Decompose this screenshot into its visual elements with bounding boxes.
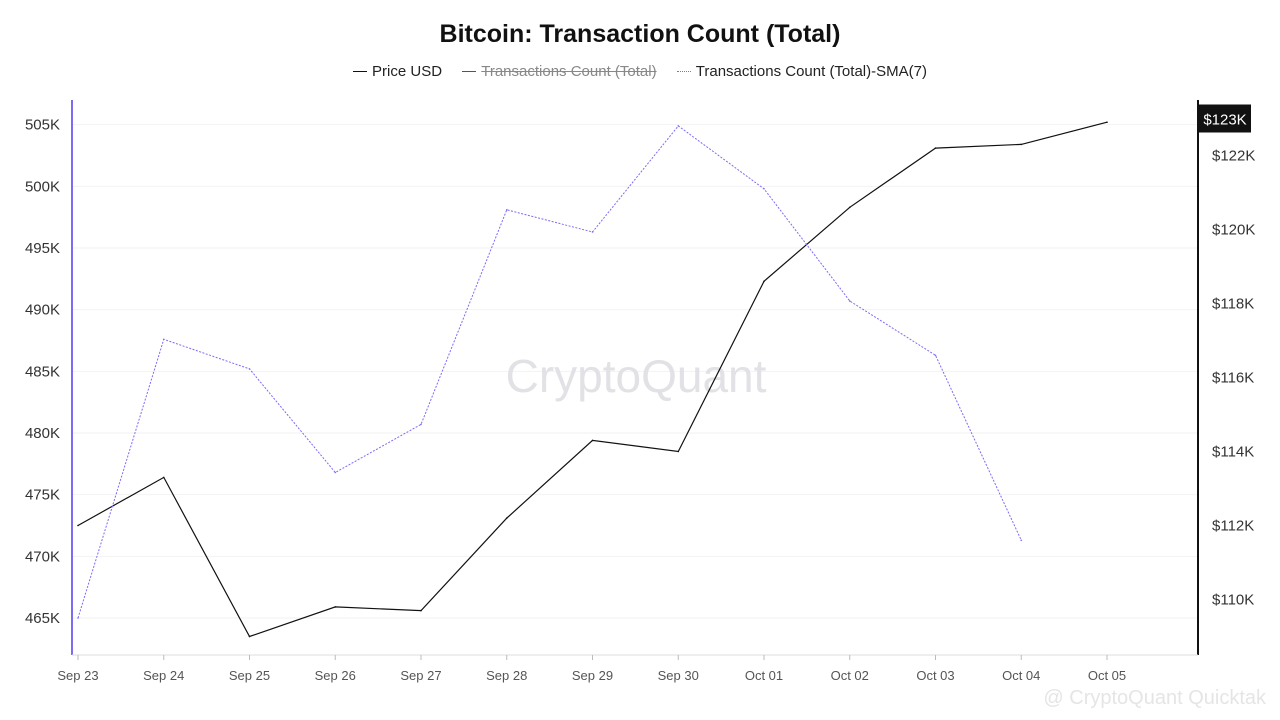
label-layer: 505K 500K 495K 490K 485K 480K 475K 470K 465K $122… [25,104,1255,683]
x-axis-tick-label: Sep 27 [400,668,441,683]
legend-item-price[interactable]: Price USD [353,63,442,80]
legend-label-sma: Transactions Count (Total)-SMA(7) [695,62,927,80]
sma-data-point [591,231,594,233]
sma-data-point [248,368,251,370]
price-data-point [591,439,594,442]
sma-series-line [77,125,1022,619]
price-data-point [1106,121,1108,123]
x-axis-tick-label: Sep 26 [315,668,356,683]
sma-data-point [334,471,337,474]
current-price-label: $123K [1203,112,1246,129]
left-axis-tick-label: 485K [25,363,60,380]
left-axis-tick-label: 465K [25,610,60,627]
footer-watermark: @ CryptoQuant Quicktak [1043,687,1266,709]
left-axis-tick-label: 490K [25,302,60,319]
sma-data-point [162,338,165,341]
x-axis-tick-label: Oct 05 [1088,668,1126,683]
left-axis-tick-label: 470K [25,548,60,565]
legend-label-price: Price USD [372,62,443,80]
price-data-point [77,524,79,527]
left-axis-tick-label: 500K [25,178,60,195]
x-axis-tick-label: Oct 01 [745,668,783,683]
left-axis-tick-label: 505K [25,117,60,134]
left-axis-tick-label: 480K [25,425,60,442]
current-price-badge [1199,104,1251,133]
legend-swatch-sma [676,71,691,73]
x-axis-tick-label: Sep 28 [486,668,527,683]
left-axis-tick-label: 495K [25,240,60,257]
x-axis-tick-label: Sep 24 [143,668,184,683]
sma-data-point [77,617,79,619]
price-data-point [248,635,251,638]
x-axis-tick-label: Sep 23 [57,668,98,683]
sma-data-point [420,423,422,426]
price-data-point [162,476,165,479]
right-axis-tick-label: $118K [1212,296,1254,313]
right-axis-tick-label: $110K [1212,592,1254,609]
x-axis-tick-label: Sep 25 [229,668,270,683]
sma-data-point [1020,539,1023,542]
sma-data-point [848,300,851,302]
legend-swatch-price [353,71,368,73]
right-axis-tick-label: $114K [1212,444,1254,461]
x-axis-tick-label: Oct 02 [831,668,869,683]
price-data-point [505,517,508,519]
left-axis-tick-label: 475K [25,487,60,504]
price-data-point [763,280,765,283]
series-layer [77,121,1108,638]
right-axis-tick-label: $122K [1212,148,1255,165]
sma-data-point [677,125,680,127]
legend-label-tx-count: Transactions Count (Total) [481,62,657,80]
x-axis-tick-label: Oct 03 [916,668,954,683]
sma-data-point [505,208,508,211]
legend-item-tx-count[interactable]: Transactions Count (Total) [462,62,657,80]
legend-item-sma[interactable]: Transactions Count (Total)-SMA(7) [676,62,927,80]
legend: Price USD Transactions Count (Total) Tra… [0,62,1280,80]
price-data-point [334,606,337,608]
right-axis-tick-label: $112K [1212,518,1254,535]
x-axis-tick-label: Oct 04 [1002,668,1040,683]
price-data-point [934,147,937,149]
watermark-text: CryptoQuant [506,350,767,402]
x-axis-tick-label: Sep 30 [658,668,699,683]
chart-title: Bitcoin: Transaction Count (Total) [439,20,841,48]
legend-swatch-tx-count [462,71,477,73]
axis-layer [71,100,1199,660]
right-axis-tick-label: $116K [1212,370,1254,387]
x-axis-tick-label: Sep 29 [572,668,613,683]
price-data-point [677,450,680,453]
price-data-point [420,609,422,612]
price-data-point [1020,143,1023,146]
price-data-point [848,206,851,209]
sma-data-point [934,354,937,357]
right-axis-tick-label: $120K [1212,222,1255,239]
grid-layer [72,124,1198,619]
sma-data-point [763,188,765,190]
